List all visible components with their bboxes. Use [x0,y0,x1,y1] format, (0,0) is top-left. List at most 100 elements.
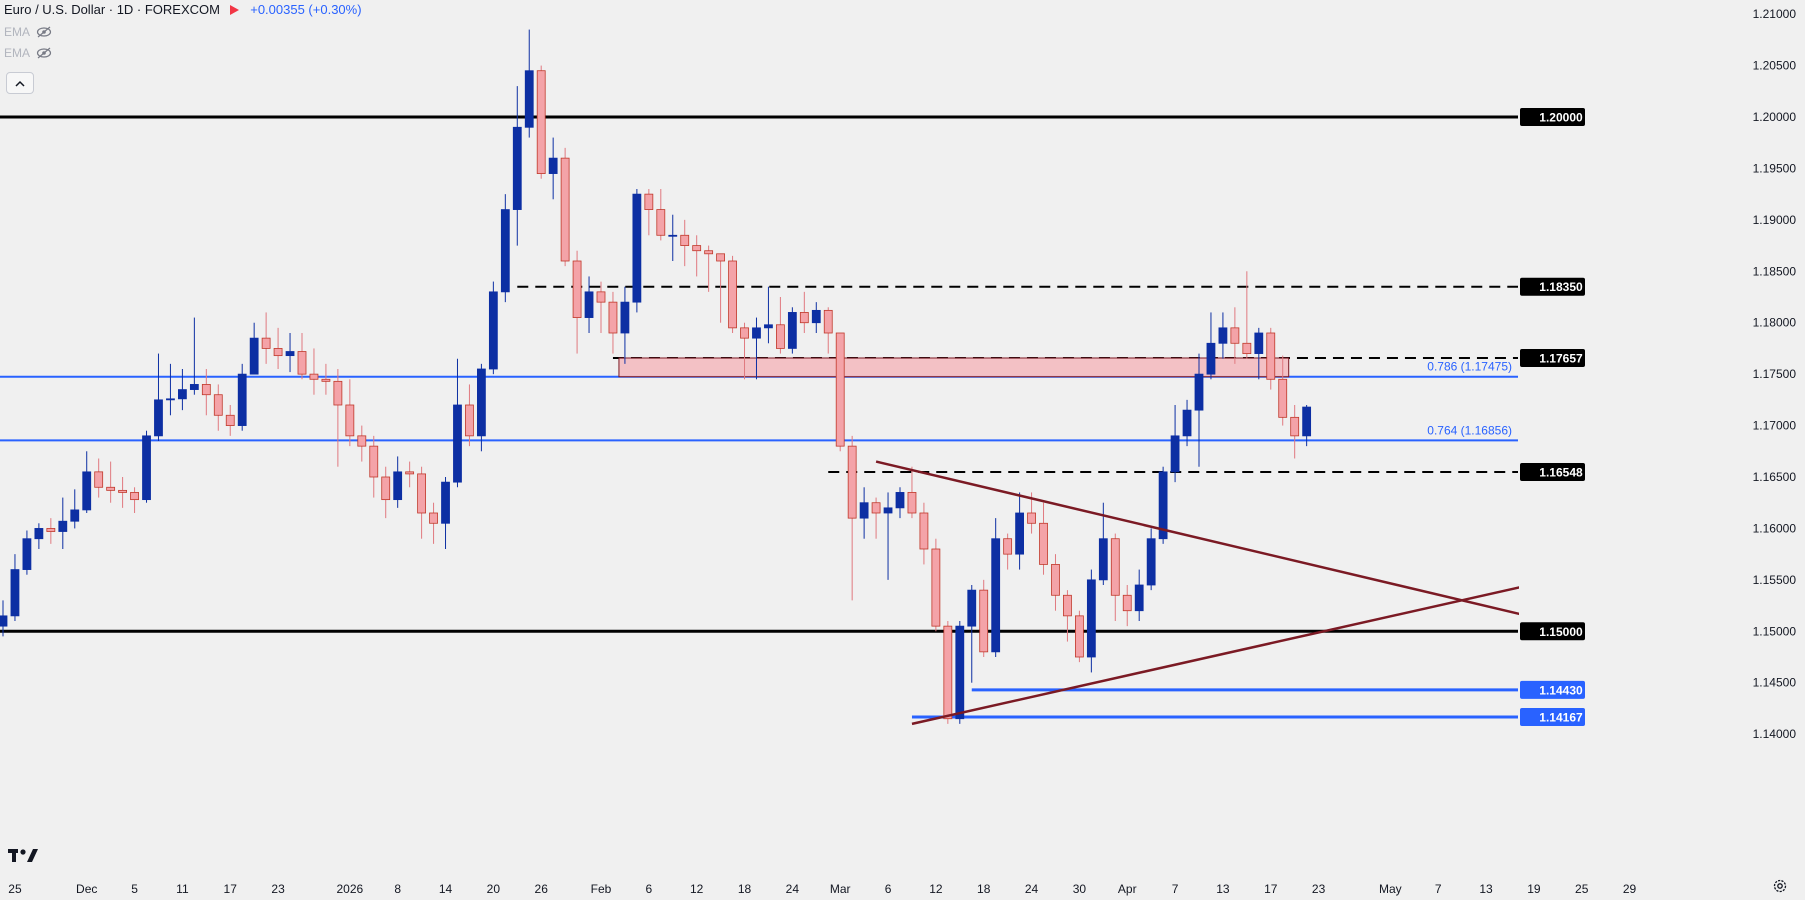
price-tick-label: 1.17000 [1753,419,1797,433]
candle-body [692,245,702,252]
time-tick-label: 26 [535,882,549,896]
candle-body [1218,327,1228,344]
candle-body [1003,538,1013,555]
candle-body [154,399,163,437]
price-level-badge-label: 1.18350 [1539,280,1583,294]
gear-icon[interactable] [1772,878,1788,899]
candle-body [1230,327,1240,344]
candle-body [1086,579,1096,658]
candle-body [823,309,833,334]
candle-body [393,471,403,501]
candle-body [22,538,32,570]
candle-body [118,489,127,493]
candle-body [1027,512,1036,524]
price-level-badge-label: 1.17657 [1539,351,1583,365]
resistance-zone-rect [618,357,1290,378]
price-tick-label: 1.19500 [1753,161,1797,175]
price-level-badge [1520,108,1585,126]
candle-body [237,373,247,426]
time-tick-label: 8 [394,882,401,896]
candle-body [704,250,714,255]
candle-body [321,378,331,382]
candle-body [548,157,558,174]
candle-body [46,528,56,532]
candle-body [1242,342,1252,354]
price-level-badge [1520,680,1585,699]
price-tick-label: 1.20000 [1753,110,1797,124]
time-tick-label: 17 [224,882,238,896]
price-level-badge [1520,707,1585,726]
candle-body [644,193,654,210]
price-level-badge-label: 1.14430 [1539,683,1583,697]
time-tick-label: 7 [1172,882,1179,896]
candle-body [1194,373,1204,411]
candle-body [859,502,869,519]
candle-body [1266,332,1276,380]
candle-body [943,625,953,720]
candle-body [142,435,151,501]
candle-body [70,509,80,522]
fib-level-label: 0.786 (1.17475) [1427,360,1512,374]
candle-body [847,445,857,519]
time-tick-label: 23 [1312,882,1326,896]
candle-body [1098,538,1108,581]
price-tick-label: 1.15500 [1753,573,1797,587]
price-tick-label: 1.17500 [1753,367,1797,381]
candle-body [811,309,821,324]
flag-icon[interactable] [229,5,239,15]
candle-body [919,512,929,550]
time-tick-label: 25 [1575,882,1589,896]
candle-body [309,373,319,380]
indicator-label: EMA [4,25,31,39]
candle-body [417,473,427,514]
candle-body [716,253,725,262]
candle-body [405,471,415,475]
eye-crossed-icon[interactable] [36,47,52,59]
candle-body [1051,564,1060,596]
time-tick-label: 24 [1025,882,1039,896]
candle-body [441,481,450,524]
resistance-zone [618,357,1290,378]
candle-body [955,625,965,720]
candle-body [979,589,989,653]
candle-body [500,209,510,293]
candle-body [82,471,92,511]
symbol-legend[interactable]: Euro / U.S. Dollar · 1D · FOREXCOM +0.00… [4,2,362,17]
candle-body [1278,378,1288,418]
candle-body [512,126,522,210]
tradingview-logo-icon[interactable] [8,846,40,869]
collapse-legend-button[interactable] [6,72,34,94]
candle-body [357,435,367,447]
candle-body [453,404,462,483]
time-tick-label: 30 [1073,882,1087,896]
candle-body [381,476,391,501]
time-tick-label: 29 [1623,882,1637,896]
candle-body [584,291,594,318]
candle-body [0,615,8,627]
time-tick-label: 23 [271,882,285,896]
price-level-badge-label: 1.14167 [1539,710,1583,724]
candle-body [213,394,223,416]
candle-body [1039,522,1048,565]
price-tick-label: 1.16000 [1753,521,1797,535]
time-tick-label: Feb [591,882,612,896]
eye-crossed-icon[interactable] [36,26,52,38]
candle-body [668,234,678,237]
indicator-ema-1[interactable]: EMA [4,25,52,39]
candle-body [1290,416,1300,437]
candle-body [94,471,104,488]
time-tick-label: 5 [131,882,138,896]
symbol-title[interactable]: Euro / U.S. Dollar · 1D · FOREXCOM [4,2,220,17]
candle-body [201,384,211,396]
price-tick-label: 1.15000 [1753,624,1797,638]
time-tick-label: 13 [1216,882,1230,896]
candle-body [34,528,44,540]
candle-body [273,348,283,357]
candle-body [476,368,486,437]
time-tick-label: 17 [1264,882,1278,896]
price-level-badge [1520,622,1585,641]
time-tick-label: 7 [1435,882,1442,896]
candle-body [1302,406,1312,437]
indicator-ema-2[interactable]: EMA [4,46,52,60]
